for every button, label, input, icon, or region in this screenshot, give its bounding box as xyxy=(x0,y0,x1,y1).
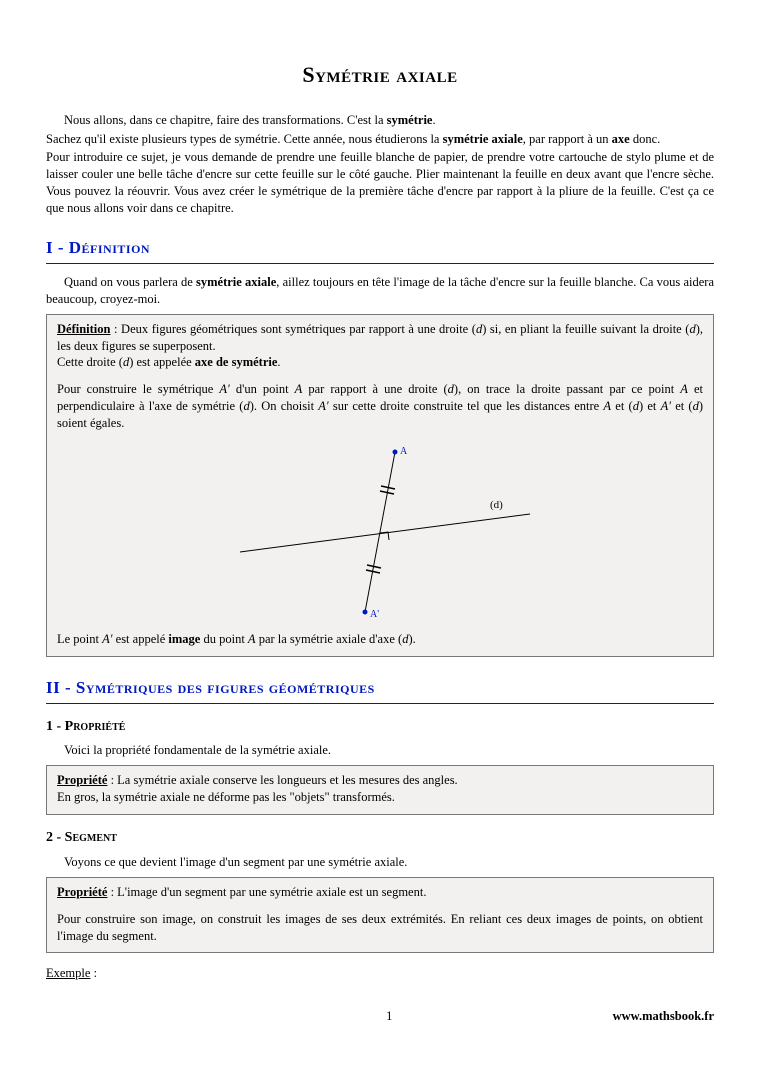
property-line-2: En gros, la symétrie axiale ne déforme p… xyxy=(57,789,703,806)
text: . xyxy=(432,113,435,127)
page-title: Symétrie axiale xyxy=(46,60,714,90)
section-rule xyxy=(46,263,714,264)
definition-caption: Le point A′ est appelé image du point A … xyxy=(57,631,703,648)
property-line-1: Propriété : La symétrie axiale conserve … xyxy=(57,772,703,789)
text: ). On choisit xyxy=(250,399,319,413)
section-1-intro: Quand on vous parlera de symétrie axiale… xyxy=(46,274,714,308)
page-footer: 1 www.mathsbook.fr xyxy=(46,1008,714,1025)
definition-box: Définition : Deux figures géométriques s… xyxy=(46,314,714,657)
property-lead: Propriété xyxy=(57,773,107,787)
var: A xyxy=(680,382,688,396)
text: : Deux figures géométriques sont symétri… xyxy=(110,322,475,336)
property-lead: Propriété xyxy=(57,885,107,899)
diagram-label-d: (d) xyxy=(490,499,503,511)
subsection-1-intro: Voici la propriété fondamentale de la sy… xyxy=(46,742,714,759)
text: Le point xyxy=(57,632,102,646)
section-2-heading: II - Symétriques des figures géométrique… xyxy=(46,677,714,700)
text: d'un point xyxy=(230,382,295,396)
section-1-heading: I - Définition xyxy=(46,237,714,260)
text: donc. xyxy=(630,132,661,146)
text: Nous allons, dans ce chapitre, faire des… xyxy=(64,113,387,127)
text: par rapport à une droite ( xyxy=(302,382,447,396)
text: : La symétrie axiale conserve les longue… xyxy=(107,773,457,787)
text: ) et xyxy=(639,399,661,413)
definition-line-1: Définition : Deux figures géométriques s… xyxy=(57,321,703,355)
intro-paragraph-3: Pour introduire ce sujet, je vous demand… xyxy=(46,149,714,217)
property-line-2: Pour construire son image, on construit … xyxy=(57,911,703,945)
text: : L'image d'un segment par une symétrie … xyxy=(107,885,426,899)
text: ) est appelée xyxy=(129,355,195,369)
text: est appelé xyxy=(113,632,169,646)
page-number: 1 xyxy=(166,1008,613,1025)
text: du point xyxy=(200,632,248,646)
var: A′ xyxy=(661,399,671,413)
var: A′ xyxy=(102,632,112,646)
subsection-2-intro: Voyons ce que devient l'image d'un segme… xyxy=(46,854,714,871)
text: par la symétrie axiale d'axe ( xyxy=(256,632,403,646)
text: Pour construire le symétrique xyxy=(57,382,219,396)
text: Cette droite ( xyxy=(57,355,123,369)
var: A′ xyxy=(219,382,229,396)
diagram-label-Aprime: A' xyxy=(370,609,379,620)
intro-paragraph-1: Nous allons, dans ce chapitre, faire des… xyxy=(46,112,714,129)
text: Quand on vous parlera de xyxy=(64,275,196,289)
section-rule xyxy=(46,703,714,704)
diagram-label-A: A xyxy=(400,446,408,457)
text: ) si, en pliant la feuille suivant la dr… xyxy=(482,322,689,336)
var: A xyxy=(603,399,611,413)
text: ), on trace la droite passant par ce poi… xyxy=(454,382,680,396)
subsection-1-heading: 1 - Propriété xyxy=(46,718,714,737)
definition-line-3: Pour construire le symétrique A′ d'un po… xyxy=(57,381,703,432)
property-box-2: Propriété : L'image d'un segment par une… xyxy=(46,877,714,954)
intro-paragraph-2: Sachez qu'il existe plusieurs types de s… xyxy=(46,131,714,148)
symmetry-diagram: A A' (d) xyxy=(57,442,703,627)
text: ). xyxy=(408,632,415,646)
text: . xyxy=(277,355,280,369)
text-bold: symétrie axiale xyxy=(196,275,276,289)
text: sur cette droite construite tel que les … xyxy=(329,399,604,413)
text: , par rapport à un xyxy=(523,132,612,146)
text-bold: symétrie axiale xyxy=(443,132,523,146)
var: A xyxy=(248,632,256,646)
var: A′ xyxy=(318,399,328,413)
footer-site: www.mathsbook.fr xyxy=(613,1008,714,1025)
text: et ( xyxy=(611,399,633,413)
definition-lead: Définition xyxy=(57,322,110,336)
property-line-1: Propriété : L'image d'un segment par une… xyxy=(57,884,703,901)
text: Sachez qu'il existe plusieurs types de s… xyxy=(46,132,443,146)
text: Exemple xyxy=(46,966,90,980)
example-label: Exemple : xyxy=(46,965,714,982)
text-bold: axe xyxy=(612,132,630,146)
text: et ( xyxy=(671,399,693,413)
subsection-2-heading: 2 - Segment xyxy=(46,829,714,848)
definition-line-2: Cette droite (d) est appelée axe de symé… xyxy=(57,354,703,371)
text-bold: image xyxy=(168,632,200,646)
text-bold: axe de symétrie xyxy=(195,355,278,369)
property-box-1: Propriété : La symétrie axiale conserve … xyxy=(46,765,714,815)
text-bold: symétrie xyxy=(387,113,433,127)
